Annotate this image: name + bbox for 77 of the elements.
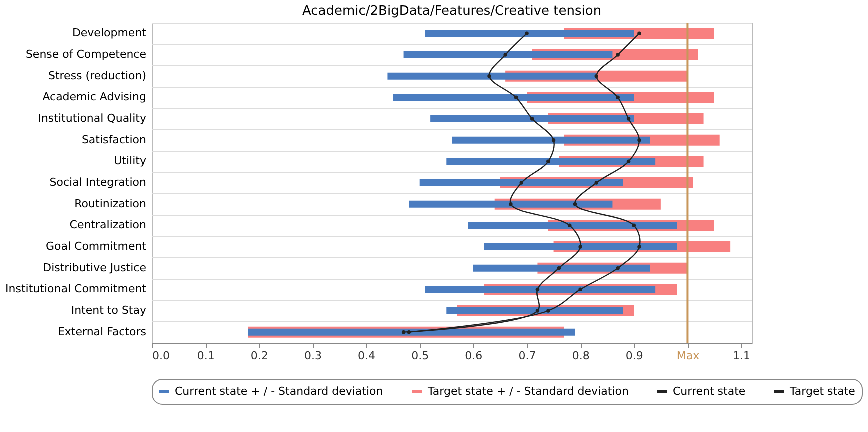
x-tick-label: 0.7 <box>518 350 536 362</box>
legend-label: Target state <box>789 384 856 398</box>
point <box>626 117 631 121</box>
point <box>616 266 620 270</box>
point <box>546 160 550 164</box>
bar <box>393 94 634 102</box>
legend-label: Current state <box>673 384 746 398</box>
legend-label: Current state + / - Standard deviation <box>175 384 384 398</box>
bar <box>425 30 634 38</box>
y-tick-label: Development <box>72 26 148 40</box>
point <box>546 309 550 313</box>
point <box>616 53 620 57</box>
x-tick-label: 1.1 <box>733 350 751 362</box>
point <box>509 202 513 206</box>
bar <box>409 200 613 208</box>
y-tick-label: Intent to Stay <box>71 304 147 317</box>
bar <box>452 136 650 144</box>
bar <box>484 244 677 250</box>
x-tick-label: 0.2 <box>250 350 268 362</box>
y-tick-label: Utility <box>114 154 147 168</box>
bar <box>420 180 624 186</box>
bar <box>404 52 613 58</box>
y-tick-label: Centralization <box>70 218 147 232</box>
y-tick-label: Goal Commitment <box>46 240 148 253</box>
point <box>536 288 540 292</box>
y-tick-label: Sense of Competence <box>26 48 147 61</box>
y-tick-label: Distributive Justice <box>43 261 147 274</box>
y-tick-label: Routinization <box>74 197 147 210</box>
point <box>594 181 599 185</box>
point <box>573 202 578 206</box>
point <box>632 224 636 228</box>
y-tick-label: Stress (reduction) <box>48 69 146 82</box>
point <box>514 96 518 100</box>
bar <box>248 328 576 336</box>
point <box>594 74 599 78</box>
y-tick-label: Social Integration <box>50 176 147 189</box>
x-tick-label: 0.4 <box>358 350 376 362</box>
chart-title: Academic/2BigData/Features/Creative tension <box>302 4 602 19</box>
point <box>536 309 540 313</box>
bar <box>425 286 656 294</box>
point <box>626 160 631 164</box>
point <box>525 32 529 36</box>
y-tick-label: Institutional Quality <box>38 112 147 125</box>
point <box>638 138 642 142</box>
x-tick-label: 0.3 <box>304 350 322 362</box>
point <box>568 224 572 228</box>
y-tick-label: Institutional Commitment <box>6 282 148 296</box>
point <box>616 96 620 100</box>
bar <box>446 158 656 166</box>
point <box>488 74 492 78</box>
x-tick-label: Max <box>676 350 700 362</box>
point <box>552 138 556 142</box>
x-tick-label: 0.1 <box>197 350 215 362</box>
bar <box>388 72 597 80</box>
x-tick-label: 0.6 <box>465 350 483 362</box>
point <box>402 330 406 334</box>
bar <box>468 222 677 230</box>
point <box>504 53 508 57</box>
bar <box>473 264 650 272</box>
point <box>520 181 524 185</box>
bar <box>430 116 634 122</box>
x-tick-label: 0.5 <box>412 350 430 362</box>
x-tick-label: 0.9 <box>626 350 644 362</box>
point <box>638 245 642 249</box>
bar <box>446 308 624 314</box>
legend-label: Target state + / - Standard deviation <box>427 384 629 398</box>
y-tick-label: External Factors <box>58 325 147 338</box>
x-tick-label: 0.8 <box>572 350 590 362</box>
point <box>578 288 582 292</box>
y-tick-label: Academic Advising <box>42 90 146 104</box>
point <box>407 330 412 334</box>
point <box>578 245 582 249</box>
x-tick-label: 0.0 <box>152 350 170 362</box>
y-tick-label: Satisfaction <box>82 133 147 146</box>
point <box>638 32 642 36</box>
point <box>557 266 562 270</box>
point <box>530 117 534 121</box>
